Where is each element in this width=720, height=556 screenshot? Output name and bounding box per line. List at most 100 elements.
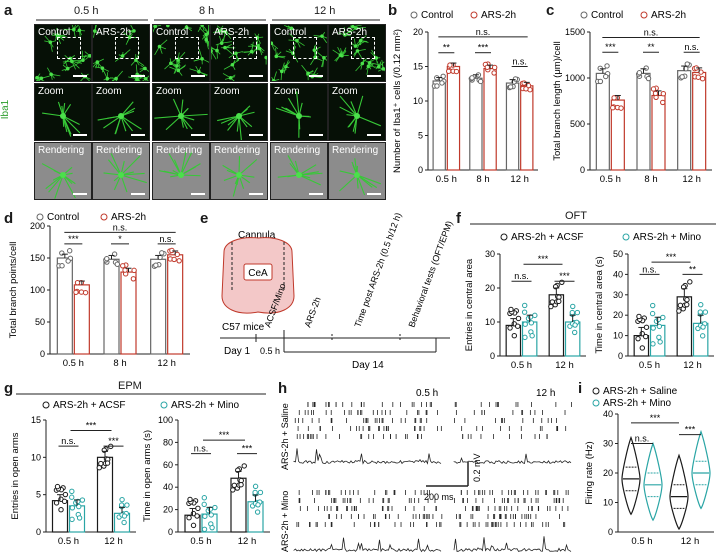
microglia-branch bbox=[41, 163, 64, 176]
data-point bbox=[610, 105, 616, 111]
micrograph-cells bbox=[42, 101, 81, 137]
data-point bbox=[76, 515, 83, 521]
data-point bbox=[548, 303, 554, 310]
micrograph-r2-c4: Rendering bbox=[270, 142, 328, 200]
microglia-branch bbox=[296, 91, 300, 117]
microglia-soma bbox=[118, 172, 124, 178]
microglia-soma bbox=[39, 76, 44, 81]
data-point bbox=[680, 284, 687, 290]
microglia-soma bbox=[353, 44, 358, 48]
data-point bbox=[660, 91, 667, 97]
scale-bar bbox=[249, 193, 263, 195]
scale-v-label: 0.2 mV bbox=[472, 453, 482, 482]
microglia-soma bbox=[354, 172, 360, 178]
microglia-branch bbox=[356, 174, 373, 188]
data-point bbox=[652, 90, 659, 97]
data-point bbox=[532, 312, 538, 319]
microglia-branch bbox=[238, 115, 242, 140]
data-point bbox=[702, 309, 709, 315]
scale-bar bbox=[131, 193, 145, 195]
y-tick-label: 0 bbox=[36, 527, 41, 537]
data-point bbox=[118, 502, 125, 508]
x-tick-label: 8 h bbox=[476, 174, 489, 185]
data-point bbox=[528, 320, 535, 326]
chart-i: 0 10 20 30 40 Firing rate (Hz) ARS-2h + Saline… bbox=[584, 386, 714, 547]
significance-label: n.s. bbox=[644, 28, 659, 38]
data-point bbox=[650, 302, 656, 309]
bar-control bbox=[432, 80, 446, 171]
microglia-branch bbox=[62, 115, 72, 137]
data-point bbox=[73, 289, 79, 295]
panel-a: Iba1 0.5 h 8 h 12 h Control ARS-2h Control… bbox=[0, 4, 386, 204]
data-point bbox=[639, 345, 646, 351]
micrograph-cells bbox=[277, 155, 323, 186]
spike-raster bbox=[293, 402, 572, 553]
x-tick-label: 0.5 h bbox=[600, 174, 621, 185]
microglia-soma bbox=[230, 62, 235, 67]
microglia-soma bbox=[56, 33, 61, 38]
microglia-branch bbox=[154, 115, 182, 119]
micrograph-grid: Control ARS-2h Control ARS-2h Control ARS-2h Z… bbox=[34, 24, 386, 200]
y-tick-label: 10 bbox=[485, 317, 495, 327]
y-tick-label: 20 bbox=[613, 310, 623, 320]
data-point bbox=[569, 309, 575, 316]
legend-label: ARS-2h + Mino bbox=[171, 400, 240, 411]
panel-g-title: EPM bbox=[118, 380, 142, 392]
micrograph-label: Zoom bbox=[156, 86, 182, 97]
micrograph-r1-c3: Zoom bbox=[210, 83, 268, 141]
data-point bbox=[174, 251, 180, 258]
y-tick-label: 30 bbox=[485, 249, 495, 259]
microglia-branch bbox=[275, 107, 300, 117]
x-tick-label: 8 h bbox=[644, 174, 657, 185]
x-tick-label: 0.5 h bbox=[63, 358, 84, 369]
data-point bbox=[69, 488, 75, 495]
panel-g-title-line bbox=[16, 393, 266, 395]
microglia-soma bbox=[219, 41, 224, 45]
microglia-soma bbox=[236, 113, 242, 119]
legend-marker bbox=[160, 401, 168, 409]
y-tick-label: 10 bbox=[31, 452, 41, 462]
data-point bbox=[650, 325, 656, 331]
data-point bbox=[54, 483, 61, 490]
data-point bbox=[238, 481, 244, 488]
panel-label-g: g bbox=[4, 380, 14, 397]
significance-label: ** bbox=[689, 264, 697, 274]
y-tick-label: 500 bbox=[570, 119, 585, 129]
y-tick-label: 0 bbox=[608, 527, 613, 537]
data-point bbox=[187, 496, 193, 503]
legend-marker bbox=[640, 11, 648, 19]
bar-ars-2h bbox=[692, 71, 707, 171]
microglia-soma bbox=[367, 60, 372, 65]
microglia-branch bbox=[220, 115, 240, 124]
microglia-soma bbox=[295, 38, 299, 43]
x-tick-label: 0.5 h bbox=[631, 536, 652, 547]
microglia-branch bbox=[120, 155, 141, 176]
microglia-branch bbox=[120, 174, 128, 193]
legend-label: Control bbox=[421, 10, 453, 21]
data-point bbox=[453, 68, 460, 75]
data-point bbox=[434, 83, 440, 89]
bar-ars-2h bbox=[520, 85, 534, 171]
data-point bbox=[571, 329, 578, 336]
micrograph-cells bbox=[222, 156, 258, 197]
data-point bbox=[521, 309, 528, 315]
micrograph-r1-c2: Zoom bbox=[152, 83, 210, 141]
bar-control bbox=[505, 82, 520, 171]
data-point bbox=[656, 323, 663, 330]
data-point bbox=[650, 86, 657, 92]
data-point bbox=[700, 324, 706, 330]
data-point bbox=[252, 483, 259, 490]
micrograph-r0-c3: ARS-2h bbox=[210, 24, 268, 82]
microglia-soma bbox=[77, 28, 82, 33]
microglia-soma bbox=[322, 56, 326, 60]
data-point bbox=[597, 78, 604, 85]
data-point bbox=[176, 258, 182, 264]
micrograph-r0-c5: ARS-2h bbox=[328, 24, 386, 82]
microglia-soma bbox=[338, 53, 343, 57]
micrograph-r2-c3: Rendering bbox=[210, 142, 268, 200]
legend-marker bbox=[410, 11, 418, 19]
data-point bbox=[254, 509, 261, 515]
data-point bbox=[611, 95, 617, 101]
microglia-soma bbox=[143, 66, 147, 71]
legend-marker bbox=[500, 233, 508, 241]
